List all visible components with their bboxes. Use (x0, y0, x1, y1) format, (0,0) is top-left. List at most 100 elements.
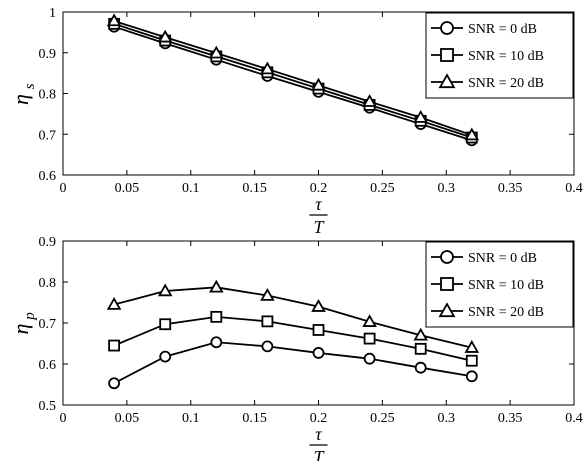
series-line (113, 286, 473, 349)
y-tick-label: 0.7 (39, 128, 57, 143)
legend-item: SNR = 20 dB (431, 302, 544, 320)
data-point (210, 310, 223, 323)
data-point (464, 340, 480, 353)
y-tick-label: 0.9 (39, 47, 57, 62)
x-tick-label: 0.2 (310, 181, 328, 196)
x-tick-label: 0.25 (370, 181, 395, 196)
x-tick-label: 0.2 (310, 411, 328, 426)
series-line (113, 315, 473, 362)
data-point (363, 352, 376, 365)
x-tick-label: 0 (60, 411, 67, 426)
data-point (312, 347, 325, 359)
legend: SNR = 0 dB SNR = 10 dB SNR = 20 dB (425, 241, 574, 328)
legend: SNR = 0 dB SNR = 10 dB SNR = 20 dB (425, 12, 574, 99)
x-axis-label: τT (309, 424, 328, 461)
series-triangle (106, 13, 480, 141)
data-point (414, 342, 427, 355)
data-point (362, 94, 377, 107)
top-plot: 0 0.05 0.1 0.15 0.2 0.25 0.3 0.35 0.4 0.6 0.7 0.8 0.… (8, 6, 583, 237)
data-point (413, 109, 429, 123)
x-tick-label: 0.05 (115, 411, 140, 426)
data-point (465, 370, 478, 383)
data-point (413, 327, 429, 341)
data-point (159, 318, 172, 331)
series-square (108, 310, 478, 367)
x-axis-label-denominator: T (313, 217, 325, 237)
data-point (208, 45, 224, 59)
y-axis-label-symbol: η (8, 324, 33, 335)
x-tick-label: 0.35 (498, 181, 523, 196)
legend-item: SNR = 10 dB (431, 48, 544, 64)
data-point (362, 314, 377, 327)
x-tick-label: 0.25 (370, 411, 395, 426)
legend-item: SNR = 20 dB (431, 73, 544, 91)
data-point (260, 287, 275, 301)
x-tick-label: 0.3 (438, 411, 456, 426)
y-tick-label: 0.6 (39, 358, 57, 373)
legend-marker-circle (440, 250, 454, 264)
x-tick-label: 0.4 (565, 181, 583, 196)
y-tick-label: 1 (49, 6, 56, 21)
legend-label: SNR = 10 dB (468, 49, 544, 64)
data-point (261, 340, 274, 353)
series-line (113, 22, 473, 139)
legend-label: SNR = 0 dB (468, 22, 537, 37)
y-axis-label-symbol: η (8, 94, 33, 105)
data-point (414, 361, 427, 374)
data-point (157, 29, 173, 43)
data-point (108, 339, 120, 352)
x-tick-label: 0 (60, 181, 67, 196)
legend-item: SNR = 0 dB (431, 21, 537, 37)
x-tick-label: 0.15 (242, 411, 267, 426)
legend-item: SNR = 10 dB (431, 277, 544, 293)
series-line (113, 25, 473, 142)
bottom-plot: 0 0.05 0.1 0.15 0.2 0.25 0.3 0.35 0.4 0.5 0.6 0.7 0.… (8, 235, 583, 461)
legend-item: SNR = 0 dB (431, 250, 537, 266)
x-tick-label: 0.4 (565, 411, 583, 426)
data-point (311, 77, 326, 91)
legend-marker-triangle (438, 73, 456, 89)
y-tick-label: 0.9 (39, 235, 57, 250)
legend-label: SNR = 20 dB (468, 76, 544, 91)
y-axis-label-subscript: p (22, 312, 38, 321)
x-axis-label-numerator: τ (315, 194, 322, 214)
x-tick-label: 0.1 (182, 181, 200, 196)
y-axis-label-subscript: s (22, 83, 38, 89)
x-tick-label: 0.3 (438, 181, 456, 196)
data-point (106, 13, 122, 27)
y-tick-label: 0.7 (39, 317, 57, 332)
data-point (157, 283, 173, 297)
series-line (113, 341, 472, 385)
x-tick-label: 0.35 (498, 411, 523, 426)
legend-marker-triangle (438, 302, 456, 318)
y-axis-label: ηs (8, 83, 38, 105)
y-tick-label: 0.8 (39, 88, 57, 103)
data-point (465, 354, 478, 367)
data-point (159, 350, 172, 363)
y-tick-label: 0.6 (39, 169, 57, 184)
x-axis-label-denominator: T (313, 447, 325, 461)
legend-marker-square (440, 277, 454, 291)
data-point (106, 296, 122, 310)
data-point (210, 336, 223, 349)
legend-label: SNR = 20 dB (468, 305, 544, 320)
x-axis-label: τT (309, 194, 328, 237)
legend-marker-square (440, 48, 454, 62)
data-point (464, 127, 480, 141)
data-point (261, 315, 274, 328)
x-tick-label: 0.05 (115, 181, 140, 196)
data-point (311, 299, 326, 312)
data-point (312, 324, 325, 336)
data-point (260, 61, 275, 75)
x-tick-label: 0.15 (242, 181, 267, 196)
legend-label: SNR = 0 dB (468, 251, 537, 266)
legend-marker-circle (440, 21, 454, 35)
data-point (208, 279, 224, 293)
series-circle (108, 336, 478, 390)
series-line (113, 20, 473, 136)
series-triangle (106, 279, 480, 353)
data-point (108, 377, 120, 390)
y-tick-label: 0.8 (39, 276, 57, 291)
y-tick-label: 0.5 (39, 399, 57, 414)
